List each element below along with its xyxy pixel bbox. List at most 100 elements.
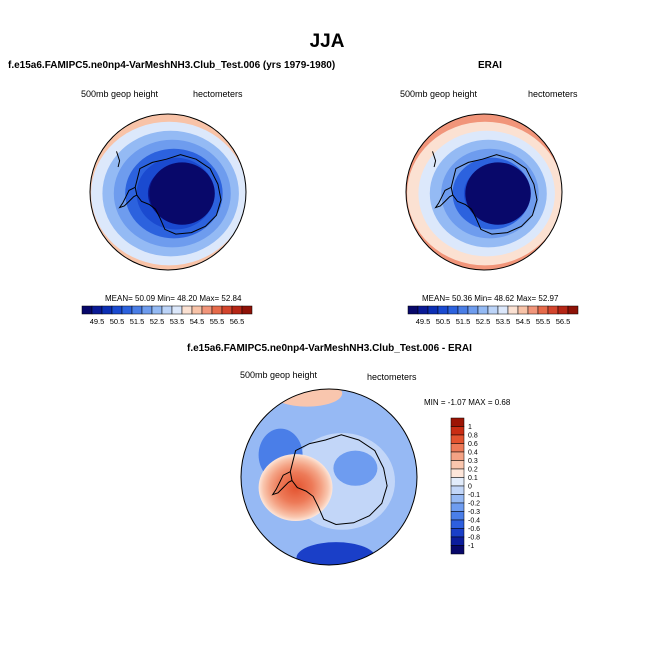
panel1-colorbar-box [191, 305, 203, 315]
panel3-colorbar-box [450, 545, 465, 555]
panel3-left-label: 500mb geop height [240, 370, 318, 380]
panel3-max-label: MAX = [468, 398, 493, 407]
panel1-max-value: 52.84 [221, 294, 242, 303]
panel1-colorbar-box [151, 305, 163, 315]
panel2-colorbar-tick-label: 53.5 [496, 317, 511, 326]
panel2-colorbar-box [527, 305, 539, 315]
panel3-colorbar-box [450, 528, 465, 538]
panel3-northern-high [271, 389, 343, 407]
panel3-colorbar-tick-label: -0.2 [468, 501, 480, 508]
panel2-colorbar-box [427, 305, 439, 315]
panel3-map [240, 388, 418, 566]
panel2-south-america-outline [432, 151, 437, 168]
panel3-colorbar-tick-label: -0.6 [468, 526, 480, 533]
panel1-min-label: Min= [157, 294, 175, 303]
panel1-colorbar-box [131, 305, 143, 315]
panel2-colorbar-box [407, 305, 419, 315]
panel1-peninsula-outline [118, 186, 138, 209]
panel3-colorbar: 1 0.80.6 0.40.3 0.20.1 0-0.1 -0.2-0.3 -0.4-0.6… [450, 417, 480, 555]
panel3-min-value: -1.07 [447, 398, 467, 407]
panel3-antarctica-outline [289, 434, 388, 526]
panel3-colorbar-box [450, 485, 465, 495]
panel3-colorbar-tick-label: 0.2 [468, 467, 478, 474]
panel1-south-america-outline [116, 151, 121, 168]
panel1-colorbar-box [111, 305, 123, 315]
panel2-colorbar-box [477, 305, 489, 315]
panel1-colorbar-tick-label: 56.5 [230, 317, 245, 326]
panel1-colorbar-box [171, 305, 183, 315]
panel2-max-value: 52.97 [538, 294, 559, 303]
panel3-right-label: hectometers [367, 372, 417, 382]
panel2-colorbar-box [557, 305, 569, 315]
panel1-colorbar-box [241, 305, 253, 315]
panel3-colorbar-box [450, 443, 465, 453]
panel2-title: ERAI [478, 60, 502, 71]
panel3-colorbar-box [450, 451, 465, 461]
panel1-colorbar-box [161, 305, 173, 315]
panel3-stats: MIN = -1.07 MAX = 0.68 [424, 398, 510, 407]
panel1-colorbar-tick-label: 52.5 [150, 317, 165, 326]
panel2-max-label: Max= [516, 294, 537, 303]
panel1-colorbar-box [201, 305, 213, 315]
panel1-colorbar-tick-label: 54.5 [190, 317, 205, 326]
panel3-colorbar-box [450, 519, 465, 529]
panel2-colorbar: 49.5 50.5 51.5 52.5 53.5 54.5 55.5 56.5 [407, 305, 579, 326]
panel2-colorbar-tick-label: 50.5 [436, 317, 451, 326]
panel2-colorbar-tick-label: 55.5 [536, 317, 551, 326]
panel2-colorbar-box [467, 305, 479, 315]
panel2-colorbar-box [517, 305, 529, 315]
panel2-colorbar-box [457, 305, 469, 315]
panel2-colorbar-tick-label: 52.5 [476, 317, 491, 326]
panel3-colorbar-tick-label: -0.8 [468, 535, 480, 542]
panel1-mean-value: 50.09 [135, 294, 156, 303]
panel3-max-value: 0.68 [494, 398, 511, 407]
panel1-colorbar-tick-label: 55.5 [210, 317, 225, 326]
panel3-min-label: MIN = [424, 398, 446, 407]
panel1-colorbar: 49.5 50.5 51.5 52.5 53.5 54.5 55.5 56.5 [81, 305, 253, 326]
panel3-colorbar-tick-label: -0.4 [468, 518, 480, 525]
panel3-colorbar-box [450, 426, 465, 436]
panel1-colorbar-box [101, 305, 113, 315]
panel3-colorbar-box [450, 460, 465, 470]
panel2-colorbar-box [547, 305, 559, 315]
panel1-colorbar-box [211, 305, 223, 315]
panel2-field [406, 114, 562, 270]
panel2-stats: MEAN= 50.36 Min= 48.62 Max= 52.97 [422, 294, 558, 303]
panel3-colorbar-box [450, 434, 465, 444]
panel1-colorbar-tick-label: 49.5 [90, 317, 105, 326]
panel3-colorbar-box [450, 502, 465, 512]
panel3-colorbar-box [450, 468, 465, 478]
panel1-colorbar-box [91, 305, 103, 315]
panel2-map-border [405, 113, 563, 271]
panel2-colorbar-tick-label: 56.5 [556, 317, 571, 326]
panel3-colorbar-tick-label: 0.1 [468, 475, 478, 482]
panel3-colorbar-tick-label: -1 [468, 543, 474, 550]
panel2-left-label: 500mb geop height [400, 89, 478, 99]
panel1-colorbar-box [141, 305, 153, 315]
panel3-colorbar-tick-label: 0.3 [468, 458, 478, 465]
panel1-antarctica-outline [134, 154, 222, 235]
panel1-title: f.e15a6.FAMIPC5.ne0np4-VarMeshNH3.Club_T… [8, 60, 336, 71]
panel1-colorbar-box [81, 305, 93, 315]
panel3-field [241, 389, 417, 565]
panel2-right-label: hectometers [528, 89, 578, 99]
panel1-colorbar-tick-label: 50.5 [110, 317, 125, 326]
panel2-colorbar-box [417, 305, 429, 315]
panel1-field [90, 114, 246, 270]
panel1-core-band [149, 162, 215, 225]
panel2-colorbar-box [447, 305, 459, 315]
panel1-colorbar-box [221, 305, 233, 315]
panel3-interior-low [333, 450, 378, 486]
panel1-colorbar-box [181, 305, 193, 315]
panel2-min-value: 48.62 [494, 294, 515, 303]
panel1-stats: MEAN= 50.09 Min= 48.20 Max= 52.84 [105, 294, 241, 303]
panel1-min-value: 48.20 [177, 294, 198, 303]
panel1-colorbar-box [121, 305, 133, 315]
panel2-colorbar-box [567, 305, 579, 315]
panel3-peninsula-outline [271, 471, 293, 496]
panel1-right-label: hectometers [193, 89, 243, 99]
panel1-colorbar-tick-label: 53.5 [170, 317, 185, 326]
panel2-colorbar-box [437, 305, 449, 315]
panel2-mean-value: 50.36 [452, 294, 473, 303]
panel3-colorbar-box [450, 417, 465, 427]
